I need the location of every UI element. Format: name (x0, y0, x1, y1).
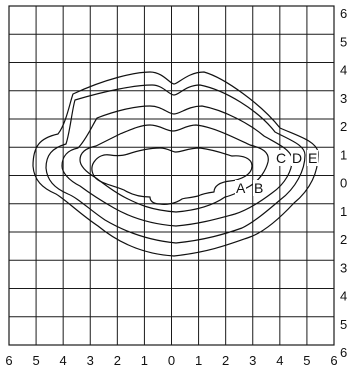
plot-border (8, 5, 335, 346)
x-tick-label: 3 (87, 353, 94, 368)
contour-c (61, 105, 293, 227)
y-tick-label: 2 (340, 119, 347, 134)
curve-label-c: C (276, 150, 286, 166)
x-tick-label: 2 (114, 353, 121, 368)
x-tick-label: 6 (330, 353, 337, 368)
x-tick-label: 6 (5, 353, 12, 368)
curve-label-a: A (236, 180, 246, 196)
y-tick-label: 1 (340, 147, 347, 162)
contour-d (45, 84, 306, 244)
y-axis-tick-labels: 6 5 4 3 2 1 0 1 2 3 4 5 6 (340, 6, 347, 360)
y-tick-label: 6 (340, 6, 347, 21)
curve-label-d-bg (291, 150, 302, 166)
x-tick-label: 5 (303, 353, 310, 368)
y-tick-label: 4 (340, 63, 347, 78)
y-tick-label: 6 (340, 345, 347, 360)
x-tick-label: 4 (276, 353, 283, 368)
curve-label-e: E (308, 150, 317, 166)
x-tick-label: 4 (60, 353, 67, 368)
contour-b (79, 124, 269, 213)
y-tick-label: 5 (340, 317, 347, 332)
x-tick-label: 1 (141, 353, 148, 368)
contour-e (32, 71, 319, 257)
curve-labels: A B C D E (235, 150, 318, 196)
curve-label-c-bg (275, 150, 286, 166)
y-tick-label: 0 (340, 176, 347, 191)
curve-label-b-bg (253, 180, 264, 196)
curve-label-a-bg (235, 180, 246, 196)
grid (9, 6, 334, 345)
x-tick-label: 0 (168, 353, 175, 368)
x-axis-tick-labels: 6 5 4 3 2 1 0 1 2 3 4 5 6 (5, 353, 337, 368)
y-tick-label: 3 (340, 91, 347, 106)
y-tick-label: 5 (340, 34, 347, 49)
y-tick-label: 4 (340, 289, 347, 304)
y-tick-label: 3 (340, 260, 347, 275)
x-tick-label: 5 (32, 353, 39, 368)
y-tick-label: 1 (340, 204, 347, 219)
y-tick-label: 2 (340, 232, 347, 247)
x-tick-label: 2 (222, 353, 229, 368)
curve-label-d: D (292, 150, 302, 166)
x-tick-label: 3 (249, 353, 256, 368)
curve-label-e-bg (307, 150, 318, 166)
x-tick-label: 1 (195, 353, 202, 368)
contour-a (91, 147, 253, 205)
curve-label-b: B (254, 180, 263, 196)
